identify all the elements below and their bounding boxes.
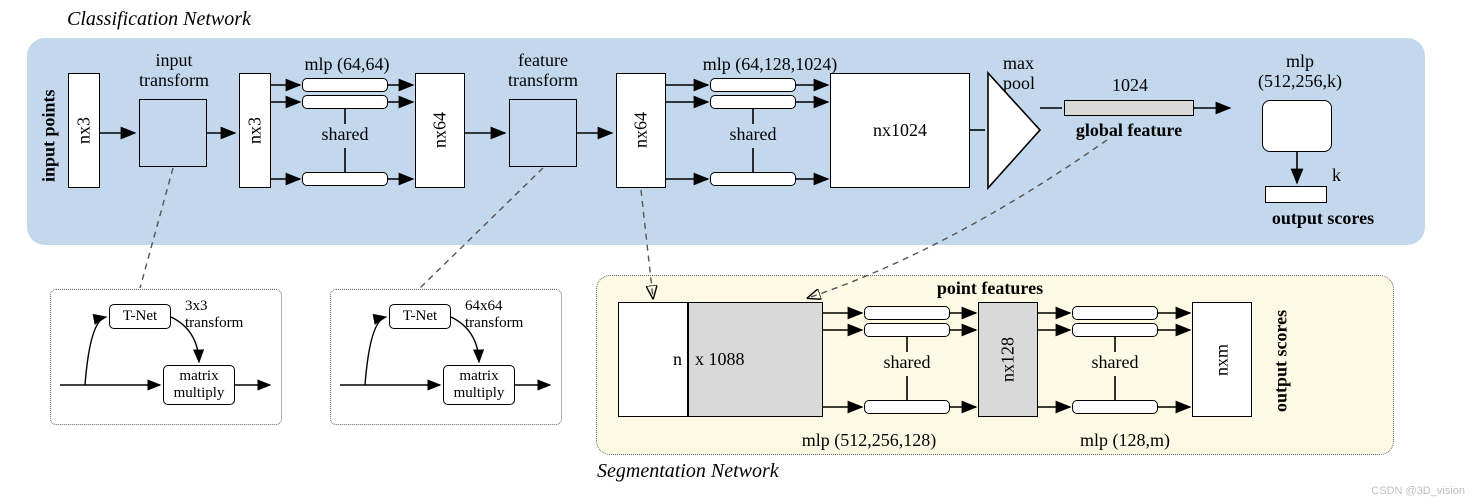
label-shared4: shared xyxy=(1072,352,1158,373)
mlp2-bar-top2 xyxy=(710,95,796,109)
label-n: n xyxy=(618,302,688,417)
mlp2-bar-bot xyxy=(710,172,796,186)
box-nx1024: nx1024 xyxy=(830,73,970,188)
box-feature-transform xyxy=(509,99,577,167)
box-mm1: matrix multiply xyxy=(163,365,235,405)
label-1024: 1024 xyxy=(1070,75,1190,96)
seg-mlp5-bar-top2 xyxy=(1072,323,1158,337)
label-output-scores-top: output scores xyxy=(1243,208,1403,229)
label-k: k xyxy=(1332,165,1341,186)
label-mlp1: mlp (64,64) xyxy=(282,54,412,75)
label-global-feature: global feature xyxy=(1054,120,1204,141)
box-tnet2: T-Net xyxy=(389,304,451,329)
label-mlp3: mlp (512,256,k) xyxy=(1240,52,1360,92)
label-maxpool: max pool xyxy=(1003,54,1035,94)
box-global-feature xyxy=(1064,100,1194,116)
box-nx3-b: nx3 xyxy=(239,73,271,188)
seg-mlp4-bar-bot xyxy=(864,400,950,414)
mlp1-bar-top2 xyxy=(302,95,388,109)
label-shared1: shared xyxy=(302,124,388,145)
seg-mlp4-bar-top2 xyxy=(864,323,950,337)
seg-mlp5-bar-top1 xyxy=(1072,306,1158,320)
label-shared3: shared xyxy=(864,352,950,373)
box-x1088: x 1088 xyxy=(688,302,823,417)
mlp1-bar-top1 xyxy=(302,78,388,92)
box-tnet1: T-Net xyxy=(109,304,171,329)
box-output-scores-top xyxy=(1265,186,1327,203)
watermark-text: CSDN @3D_vision xyxy=(1371,485,1465,497)
label-mlp2: mlp (64,128,1024) xyxy=(680,54,860,75)
box-input-transform xyxy=(139,99,207,167)
box-mlp3 xyxy=(1262,100,1332,152)
label-shared2: shared xyxy=(710,124,796,145)
label-64x64: 64x64 transform xyxy=(465,298,523,331)
seg-mlp5-bar-bot xyxy=(1072,400,1158,414)
box-nx64-a: nx64 xyxy=(415,73,465,188)
label-feature-transform: feature transform xyxy=(488,51,598,91)
box-nx64-b: nx64 xyxy=(616,73,666,188)
box-nx3-a: nx3 xyxy=(68,73,100,188)
label-point-features: point features xyxy=(900,278,1080,299)
label-output-scores-seg: output scores xyxy=(1270,286,1292,436)
label-mlp4: mlp (512,256,128) xyxy=(764,430,974,451)
label-input-points: input points xyxy=(38,66,60,206)
box-nx128: nx128 xyxy=(978,302,1038,417)
mlp1-bar-bot xyxy=(302,172,388,186)
title-segmentation: Segmentation Network xyxy=(597,460,779,483)
box-mm2: matrix multiply xyxy=(443,365,515,405)
seg-mlp4-bar-top1 xyxy=(864,306,950,320)
title-classification: Classification Network xyxy=(67,8,251,31)
box-nxm: nxm xyxy=(1192,302,1252,417)
mlp2-bar-top1 xyxy=(710,78,796,92)
label-3x3: 3x3 transform xyxy=(185,298,243,331)
label-mlp5: mlp (128,m) xyxy=(1050,430,1200,451)
label-input-transform: input transform xyxy=(124,51,224,91)
